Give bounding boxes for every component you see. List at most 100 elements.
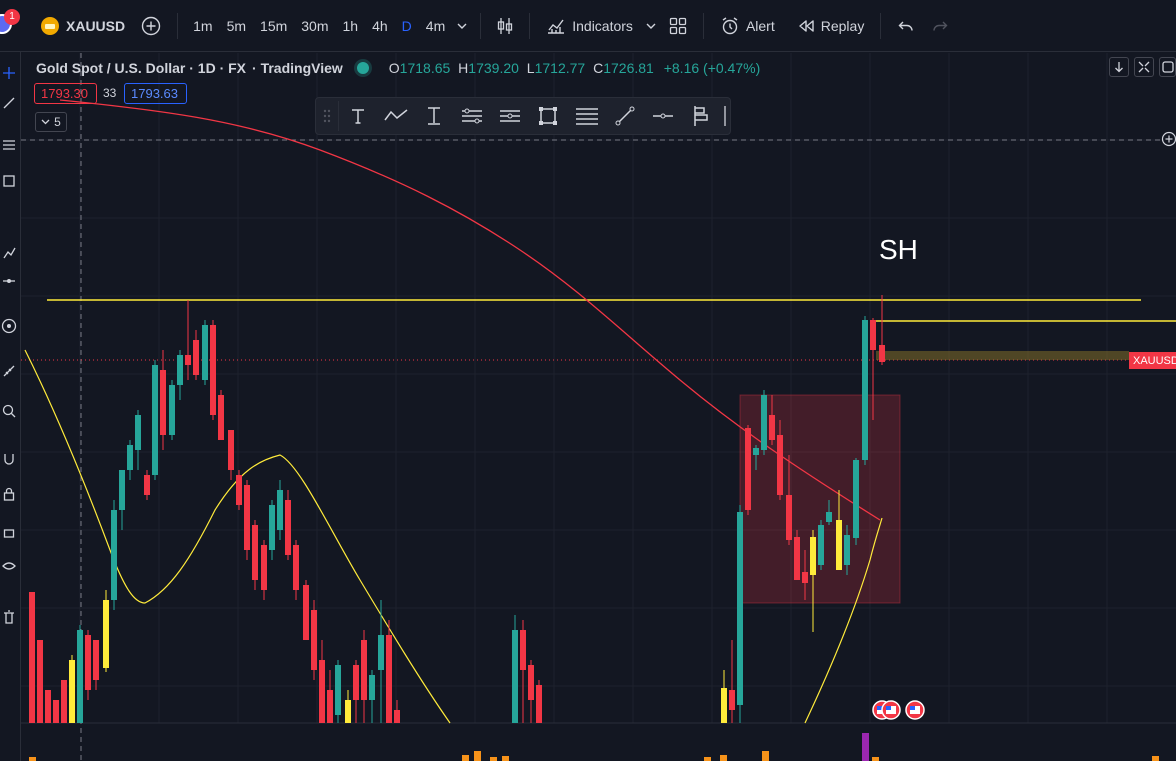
- divider: [880, 12, 882, 39]
- low-value: 1712.77: [534, 60, 586, 76]
- ruler-tool[interactable]: [0, 362, 18, 380]
- candle: [185, 355, 191, 365]
- candle: [737, 512, 743, 705]
- candle: [252, 525, 258, 580]
- more-tools-icon[interactable]: [720, 98, 730, 134]
- volume-bar: [862, 733, 869, 761]
- candle: [836, 520, 842, 570]
- fib-retracement-tool[interactable]: [568, 98, 606, 134]
- indicators-button[interactable]: Indicators: [538, 0, 641, 52]
- spread-value: 33: [103, 86, 117, 100]
- interval-4m[interactable]: 4m: [425, 17, 446, 34]
- moving-average-yellow-left: [24, 349, 451, 724]
- horizontal-ray-tool[interactable]: [644, 98, 682, 134]
- redo-icon: [931, 17, 949, 35]
- magnet-icon[interactable]: [0, 450, 18, 468]
- grid-icon: [669, 17, 687, 35]
- emoji-tool[interactable]: [0, 317, 18, 335]
- trendline-tool[interactable]: [0, 94, 18, 112]
- candle: [29, 592, 35, 723]
- arrow-down-icon: [1115, 62, 1123, 73]
- add-horizontal-line-button[interactable]: [1161, 131, 1176, 147]
- replay-button[interactable]: Replay: [789, 0, 873, 52]
- crosshair-tool[interactable]: [0, 64, 18, 82]
- pattern-tool[interactable]: [0, 172, 18, 190]
- candle: [378, 635, 384, 670]
- fib-tool[interactable]: [0, 136, 18, 154]
- regression-channel-tool[interactable]: [491, 98, 529, 134]
- chevron-down-icon: [645, 20, 657, 32]
- volume-bar: [762, 751, 769, 761]
- eye-icon[interactable]: [0, 557, 18, 575]
- interval-4h[interactable]: 4h: [372, 17, 388, 34]
- long-position-tool[interactable]: [682, 98, 720, 134]
- alert-label: Alert: [745, 17, 775, 34]
- scroll-down-button[interactable]: [1109, 57, 1129, 77]
- sell-price-button[interactable]: 1793.30: [34, 83, 97, 104]
- candle: [528, 665, 534, 700]
- drag-handle-icon[interactable]: [316, 98, 338, 134]
- interval-1h[interactable]: 1h: [342, 17, 359, 34]
- buy-price-button[interactable]: 1793.63: [124, 83, 187, 104]
- trend-line-tool[interactable]: [606, 98, 644, 134]
- candle: [77, 630, 83, 723]
- path-tool[interactable]: [377, 98, 415, 134]
- interval-d[interactable]: D: [401, 17, 412, 34]
- chevron-down-icon[interactable]: [452, 20, 472, 32]
- candle: [536, 685, 542, 723]
- measure-tool[interactable]: [0, 272, 18, 290]
- divider: [529, 12, 531, 39]
- candle: [810, 537, 816, 575]
- candle: [69, 660, 75, 723]
- fullscreen-button[interactable]: [1134, 57, 1154, 77]
- anchored-text-tool[interactable]: [415, 98, 453, 134]
- candle: [119, 470, 125, 510]
- candle: [369, 675, 375, 700]
- price-chart[interactable]: [21, 53, 1176, 761]
- alarm-clock-icon: [720, 16, 740, 36]
- interval-15m[interactable]: 15m: [260, 17, 288, 34]
- candles-icon: [495, 16, 515, 36]
- layouts-button[interactable]: [661, 0, 695, 52]
- indicators-label: Indicators: [572, 17, 633, 34]
- ask-price: 1793.63: [131, 86, 178, 101]
- rectangle-tool[interactable]: [529, 98, 567, 134]
- redo-button[interactable]: [923, 0, 957, 52]
- indicators-dropdown[interactable]: [641, 0, 661, 52]
- candle: [193, 340, 199, 375]
- alert-button[interactable]: Alert: [712, 0, 783, 52]
- open-value: 1718.65: [399, 60, 451, 76]
- chart-type-button[interactable]: [489, 0, 521, 52]
- chart-legend: Gold Spot / U.S. Dollar · 1D · FX · Trad…: [36, 58, 760, 78]
- interval-5m[interactable]: 5m: [226, 17, 247, 34]
- zoom-icon[interactable]: [0, 402, 18, 420]
- candle: [277, 490, 283, 530]
- parallel-channel-tool[interactable]: [453, 98, 491, 134]
- collapse-icon: [1138, 61, 1150, 73]
- indicators-collapse-button[interactable]: 5: [35, 112, 67, 132]
- gold-coin-icon: [40, 16, 60, 36]
- compare-button[interactable]: [133, 0, 169, 52]
- interval-30m[interactable]: 30m: [301, 17, 329, 34]
- candle: [512, 630, 518, 723]
- plus-circle-icon: [141, 16, 161, 36]
- undo-button[interactable]: [889, 0, 923, 52]
- maximize-button[interactable]: [1159, 57, 1176, 77]
- trash-icon[interactable]: [0, 608, 18, 626]
- change-value: +8.16 (+0.47%): [663, 60, 761, 76]
- symbol-search-button[interactable]: XAUUSD: [32, 0, 133, 52]
- prediction-tool[interactable]: [0, 244, 18, 262]
- volume-bar: [872, 757, 879, 761]
- candle: [386, 635, 392, 723]
- moving-average-red: [59, 99, 881, 521]
- close-value: 1726.81: [603, 60, 654, 76]
- lock-icon[interactable]: [0, 485, 18, 503]
- flag-icon: [877, 706, 882, 710]
- symbol-label: XAUUSD: [66, 17, 126, 34]
- candle: [777, 435, 783, 495]
- candle: [844, 535, 850, 565]
- text-tool[interactable]: [339, 98, 377, 134]
- interval-1m[interactable]: 1m: [193, 17, 213, 34]
- last-price-tag: XAUUSD: [1129, 352, 1176, 369]
- lock-drawings-icon[interactable]: [0, 522, 18, 540]
